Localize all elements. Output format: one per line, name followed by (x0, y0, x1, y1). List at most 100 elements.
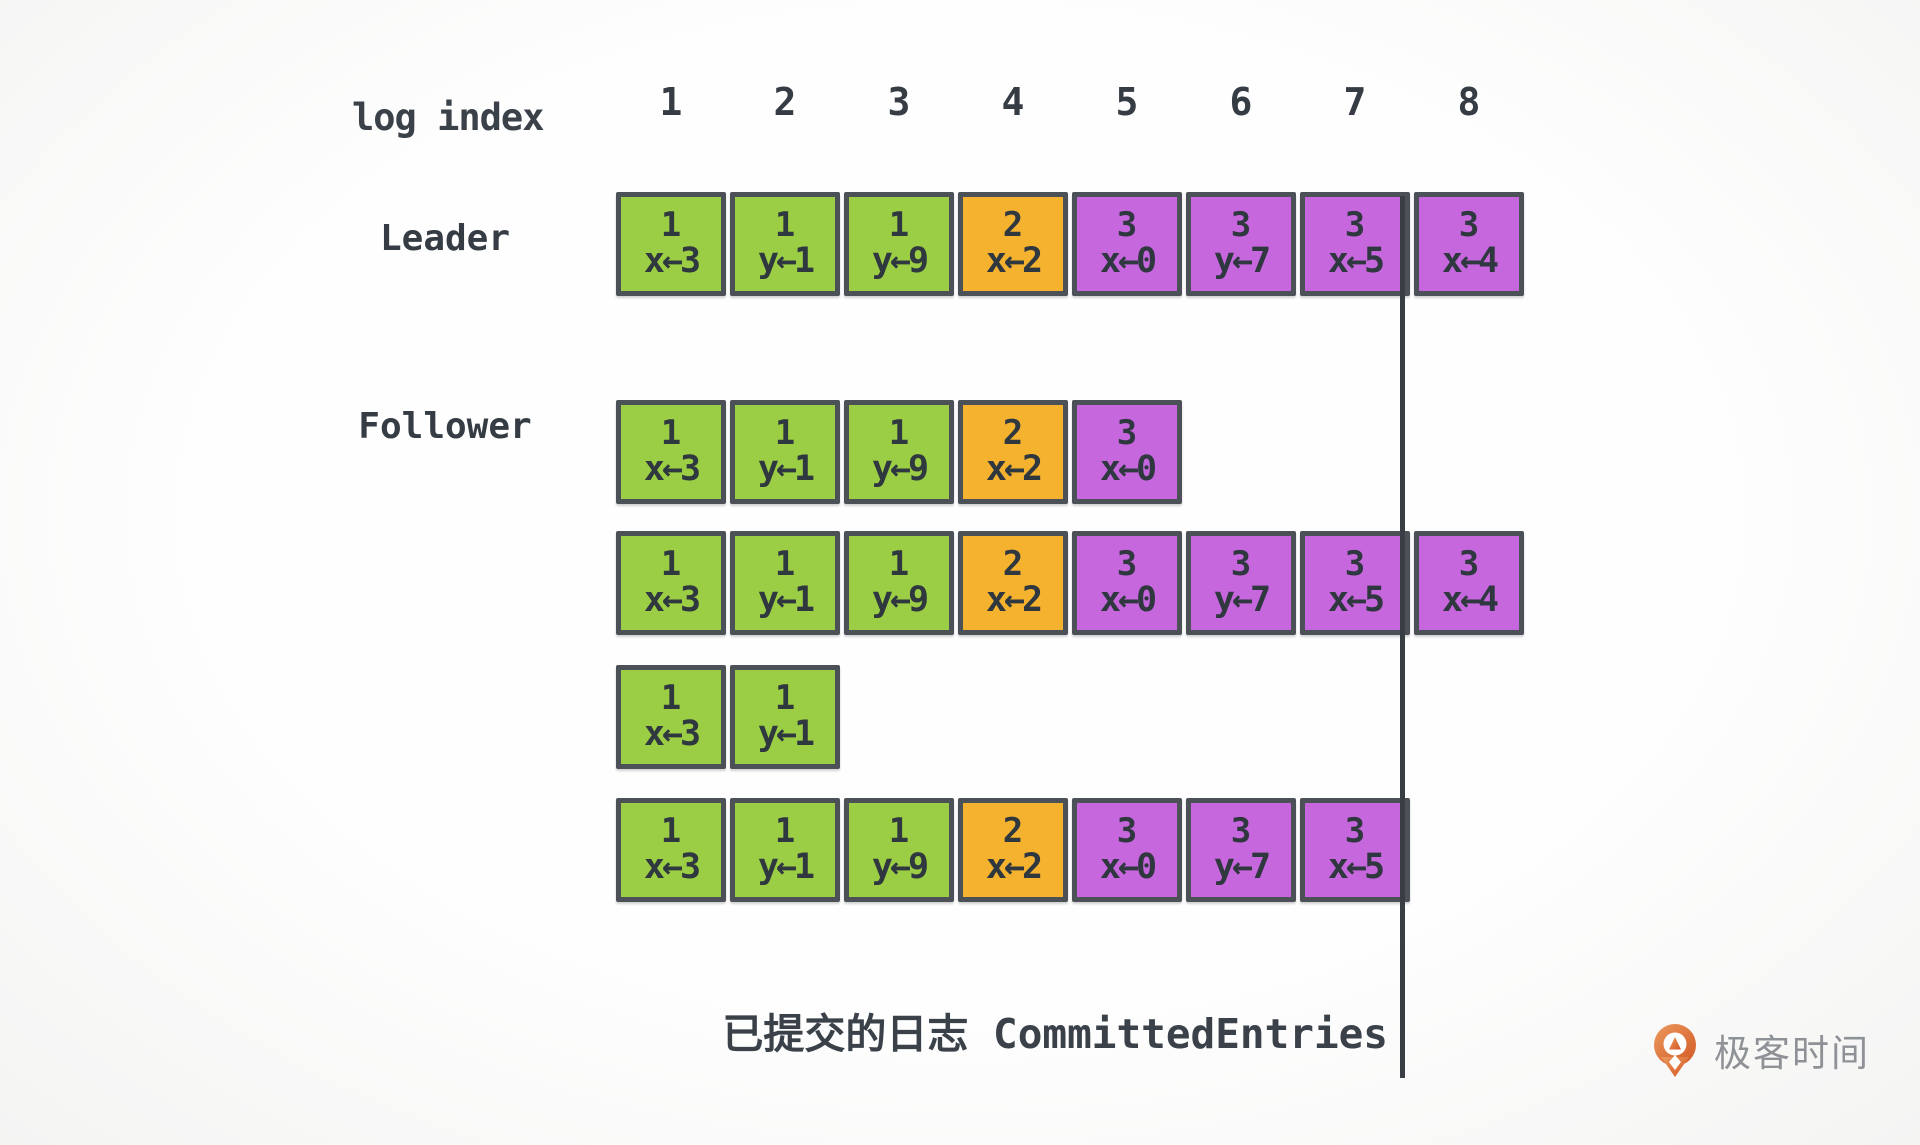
entry-term: 3 (1458, 205, 1480, 246)
log-entry: 1 y←9 (844, 531, 954, 635)
log-entry: 3 x←4 (1414, 192, 1524, 296)
entry-term: 1 (660, 544, 682, 585)
entry-term: 1 (660, 678, 682, 719)
entry-command: x←0 (1099, 449, 1157, 490)
log-index-number: 5 (1115, 80, 1139, 124)
entry-term: 3 (1458, 544, 1480, 585)
log-entry: 3 x←0 (1072, 400, 1182, 504)
entry-term: 1 (774, 544, 796, 585)
entry-command: x←5 (1327, 580, 1385, 621)
entry-term: 1 (660, 811, 682, 852)
commit-boundary-line (1400, 196, 1405, 1078)
entry-command: x←0 (1099, 847, 1157, 888)
entry-term: 3 (1230, 544, 1252, 585)
entry-term: 2 (1002, 205, 1024, 246)
log-index-number: 8 (1457, 80, 1481, 124)
log-entry: 1 x←3 (616, 798, 726, 902)
log-index-number: 1 (659, 80, 683, 124)
log-entry: 1 y←1 (730, 192, 840, 296)
entry-command: y←1 (757, 580, 815, 621)
entry-term: 2 (1002, 811, 1024, 852)
entry-command: y←1 (757, 847, 815, 888)
log-entry: 3 x←0 (1072, 798, 1182, 902)
caption-english: CommittedEntries (993, 1010, 1388, 1058)
log-entry: 3 y←7 (1186, 798, 1296, 902)
entry-term: 1 (888, 811, 910, 852)
log-index-number: 7 (1343, 80, 1367, 124)
caption-chinese: 已提交的日志 (722, 1010, 969, 1058)
entry-command: y←1 (757, 714, 815, 755)
log-index-number: 4 (1001, 80, 1025, 124)
entry-command: x←3 (643, 241, 701, 282)
entry-term: 1 (774, 205, 796, 246)
log-entry: 1 y←1 (730, 798, 840, 902)
log-entry: 2 x←2 (958, 400, 1068, 504)
log-entry: 3 x←0 (1072, 531, 1182, 635)
entry-term: 1 (888, 413, 910, 454)
entry-term: 2 (1002, 413, 1024, 454)
entry-command: y←9 (871, 847, 929, 888)
entry-command: x←4 (1441, 580, 1499, 621)
row-label-leader: Leader (379, 218, 511, 259)
entry-term: 1 (888, 544, 910, 585)
entry-term: 1 (774, 678, 796, 719)
log-entry: 1 x←3 (616, 192, 726, 296)
log-entry: 2 x←2 (958, 192, 1068, 296)
log-index-number: 6 (1229, 80, 1253, 124)
geektime-logo-text: 极客时间 (1714, 1032, 1870, 1075)
entry-command: y←9 (871, 241, 929, 282)
log-entry: 1 y←1 (730, 400, 840, 504)
geektime-logo: 极客时间 (1650, 1022, 1870, 1078)
log-entry: 1 x←3 (616, 531, 726, 635)
entry-command: x←3 (643, 714, 701, 755)
entry-command: x←4 (1441, 241, 1499, 282)
log-entry: 1 y←1 (730, 665, 840, 769)
entry-command: y←7 (1213, 241, 1271, 282)
log-entry: 2 x←2 (958, 531, 1068, 635)
entry-command: x←0 (1099, 241, 1157, 282)
entry-command: y←7 (1213, 580, 1271, 621)
log-entry: 1 y←9 (844, 192, 954, 296)
entry-term: 3 (1116, 413, 1138, 454)
log-entry: 3 x←5 (1300, 531, 1410, 635)
log-index-number: 3 (887, 80, 911, 124)
committed-entries-caption: 已提交的日志 CommittedEntries (610, 1000, 1388, 1060)
entry-term: 3 (1116, 544, 1138, 585)
log-entry: 3 y←7 (1186, 192, 1296, 296)
geektime-pin-icon (1650, 1022, 1702, 1078)
row-label-follower-1: Follower (358, 406, 532, 447)
entry-term: 1 (660, 413, 682, 454)
entry-term: 3 (1344, 544, 1366, 585)
entry-term: 1 (660, 205, 682, 246)
entry-command: y←1 (757, 241, 815, 282)
entry-command: y←9 (871, 580, 929, 621)
entry-command: x←5 (1327, 241, 1385, 282)
log-index-number: 2 (773, 80, 797, 124)
entry-command: y←9 (871, 449, 929, 490)
log-entry: 1 y←9 (844, 400, 954, 504)
entry-term: 1 (888, 205, 910, 246)
log-entry: 3 x←5 (1300, 798, 1410, 902)
entry-command: x←2 (985, 241, 1043, 282)
log-entry: 3 x←4 (1414, 531, 1524, 635)
entry-command: x←0 (1099, 580, 1157, 621)
entry-term: 1 (774, 811, 796, 852)
entry-term: 3 (1344, 811, 1366, 852)
log-entry: 2 x←2 (958, 798, 1068, 902)
log-entry: 3 y←7 (1186, 531, 1296, 635)
log-entry: 3 x←5 (1300, 192, 1410, 296)
entry-command: x←3 (643, 580, 701, 621)
entry-term: 3 (1116, 205, 1138, 246)
entry-term: 3 (1230, 205, 1252, 246)
log-entry: 1 y←1 (730, 531, 840, 635)
log-entry: 1 y←9 (844, 798, 954, 902)
entry-term: 2 (1002, 544, 1024, 585)
entry-command: x←2 (985, 847, 1043, 888)
log-entry: 3 x←0 (1072, 192, 1182, 296)
entry-command: y←7 (1213, 847, 1271, 888)
log-entry: 1 x←3 (616, 400, 726, 504)
entry-command: x←3 (643, 449, 701, 490)
entry-term: 3 (1344, 205, 1366, 246)
entry-term: 3 (1116, 811, 1138, 852)
